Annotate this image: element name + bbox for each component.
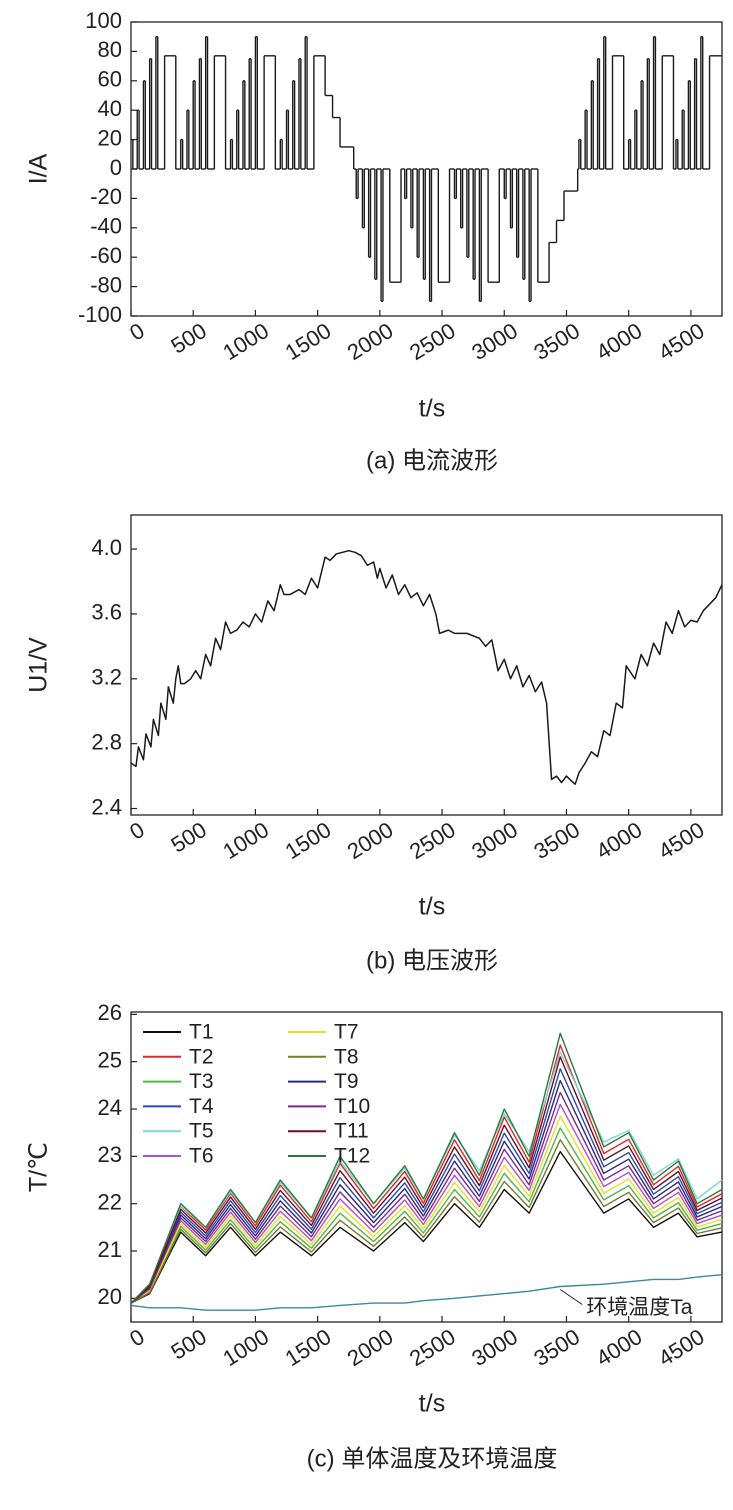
x-tick-label: 0 [125,1324,149,1352]
annotation-leader [559,1289,583,1305]
y-tick-label: 26 [98,1000,122,1025]
x-tick-label: 1000 [218,318,273,365]
series-line [130,1032,723,1304]
series-line [130,1079,723,1304]
y-tick-label: 60 [98,67,122,92]
x-tick-label: 500 [167,318,211,359]
x-tick-label: 3500 [529,1324,584,1371]
series-line [130,549,723,785]
plot-frame [130,514,723,816]
x-tick-label: 1500 [281,1324,336,1371]
x-tick-label: 1000 [218,1324,273,1371]
y-tick-label: -80 [90,272,122,297]
x-tick-label: 4000 [592,318,647,365]
x-tick-label: 1000 [218,817,273,864]
y-axis-title: T/℃ [25,1142,53,1192]
x-axis-title: t/s [419,1390,445,1418]
x-tick-label: 500 [167,1324,211,1365]
panel: 2.4 2.8 3.2 3.6 4.0 0 500 1000 1500 2000 2500 3000 3… [25,514,723,974]
chart-caption: (c) 单体温度及环境温度 [307,1445,558,1472]
y-tick-label: 22 [98,1189,122,1214]
y-tick-label: 24 [98,1095,122,1120]
x-tick-label: 2500 [405,817,460,864]
x-tick-label: 4500 [654,318,709,365]
legend-label: T5 [189,1120,214,1143]
x-tick-label: 3000 [467,817,522,864]
series-line [130,1051,723,1304]
chart-caption: (b) 电压波形 [366,947,498,974]
y-axis-title: I/A [25,153,53,184]
legend-label: T8 [334,1045,359,1068]
legend-label: T2 [189,1045,214,1068]
legend-label: T7 [334,1021,359,1044]
y-tick-label: 20 [98,1284,122,1309]
legend-label: T4 [189,1095,214,1118]
x-tick-label: 500 [167,817,211,858]
y-tick-label: 21 [98,1237,122,1262]
y-tick-label: 3.2 [91,665,122,690]
legend-label: T6 [189,1145,214,1168]
legend-label: T3 [189,1070,214,1093]
y-axis-title: U1/V [25,637,53,693]
series-line [130,1044,723,1304]
legend-label: T1 [189,1021,214,1044]
y-tick-label: 20 [98,125,122,150]
legend-label: T12 [334,1145,370,1168]
x-tick-label: 1500 [281,318,336,365]
x-axis-title: t/s [419,893,445,921]
y-tick-label: 2.4 [91,794,122,819]
series-line [130,1068,723,1304]
x-tick-label: 2500 [405,318,460,365]
series-annotation: 环境温度Ta [586,1296,692,1319]
y-tick-label: -20 [90,184,122,209]
x-tick-label: 4500 [654,817,709,864]
legend-label: T11 [334,1120,369,1143]
series-line [130,1150,723,1304]
x-tick-label: 3000 [467,318,522,365]
plot-frame [130,1011,723,1323]
legend-label: T9 [334,1070,359,1093]
y-tick-label: 40 [98,96,122,121]
panel: 20 21 22 23 24 25 26 0 500 1000 1500 2000 2500 3000 35… [25,1000,723,1472]
x-tick-label: 0 [125,318,149,346]
x-tick-label: 2000 [343,817,398,864]
x-tick-label: 3500 [529,817,584,864]
x-tick-label: 3500 [529,318,584,365]
series-line [130,1091,723,1304]
chart-caption: (a) 电流波形 [366,447,498,474]
x-tick-label: 4500 [654,1324,709,1371]
x-tick-label: 4000 [592,1324,647,1371]
series-line [130,1273,723,1311]
y-tick-label: 4.0 [91,535,122,560]
y-tick-label: -40 [90,214,122,239]
x-tick-label: 0 [125,817,149,845]
legend-label: T10 [334,1095,370,1118]
x-tick-label: 2000 [343,1324,398,1371]
x-axis-title: t/s [419,395,445,423]
y-tick-label: 23 [98,1142,122,1167]
series-line [130,1115,723,1304]
y-tick-label: 2.8 [91,729,122,754]
x-tick-label: 3000 [467,1324,522,1371]
x-tick-label: 2500 [405,1324,460,1371]
y-tick-label: 100 [85,8,122,33]
y-tick-label: 80 [98,37,122,62]
series-line [130,1139,723,1304]
y-tick-label: -60 [90,243,122,268]
y-tick-label: 25 [98,1048,122,1073]
x-tick-label: 2000 [343,318,398,365]
series-line [130,1056,723,1304]
series-line [130,1127,723,1304]
x-tick-label: 4000 [592,817,647,864]
series-line [130,1103,723,1304]
y-tick-label: -100 [78,302,122,327]
y-tick-label: 0 [110,155,122,180]
x-tick-label: 1500 [281,817,336,864]
y-tick-label: 3.6 [91,600,122,625]
